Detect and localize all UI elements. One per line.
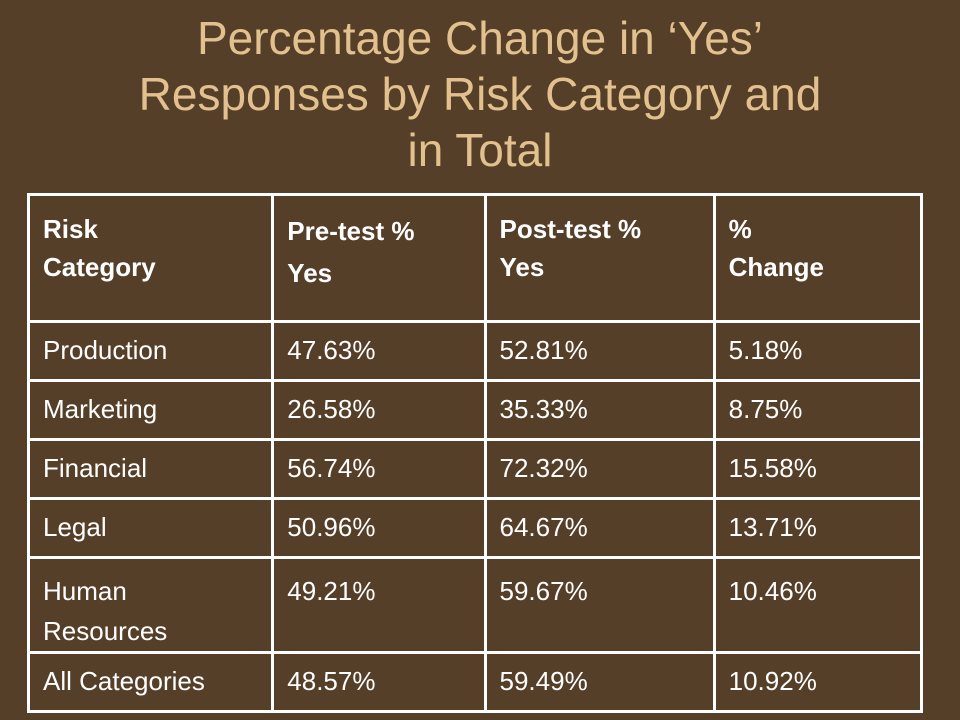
category-text-line: All Categories	[43, 666, 205, 696]
header-post-test: Post-test % Yes	[483, 193, 716, 323]
cell-pre-test: 50.96%	[271, 497, 487, 559]
cell-post-test: 59.49%	[483, 651, 716, 713]
table-row: Human Resources 49.21% 59.67% 10.46%	[26, 556, 924, 654]
header-text-line: Post-test %	[499, 214, 642, 244]
header-text-line: Change	[728, 252, 824, 282]
cell-risk-category: Marketing	[26, 379, 275, 441]
category-text-line: Marketing	[43, 394, 158, 424]
cell-change: 15.58%	[712, 438, 924, 500]
cell-change: 10.92%	[712, 651, 924, 713]
cell-change: 5.18%	[712, 320, 924, 382]
cell-change: 13.71%	[712, 497, 924, 559]
cell-risk-category: Production	[26, 320, 275, 382]
header-pre-test: Pre-test % Yes	[271, 193, 487, 323]
category-text-line: Legal	[43, 512, 107, 542]
table-header-row: Risk Category Pre-test % Yes Post-test %…	[26, 193, 924, 323]
category-text-line: Production	[43, 335, 168, 365]
table-row: Financial 56.74% 72.32% 15.58%	[26, 438, 924, 500]
header-change: % Change	[712, 193, 924, 323]
cell-pre-test: 47.63%	[271, 320, 487, 382]
cell-risk-category: Financial	[26, 438, 275, 500]
title-line-2: Responses by Risk Category and	[138, 68, 822, 120]
title-line-1: Percentage Change in ‘Yes’	[196, 12, 764, 64]
category-text-line: Human	[43, 576, 127, 606]
table-body: Production 47.63% 52.81% 5.18% Marketing 26.5…	[26, 320, 924, 713]
header-text-line: Category	[43, 252, 156, 282]
header-text-line: %	[728, 214, 752, 244]
header-text-line: Yes	[287, 258, 333, 288]
cell-change: 10.46%	[712, 556, 924, 654]
cell-post-test: 59.67%	[483, 556, 716, 654]
risk-category-table: Risk Category Pre-test % Yes Post-test %…	[26, 193, 924, 713]
table-row: Marketing 26.58% 35.33% 8.75%	[26, 379, 924, 441]
cell-pre-test: 49.21%	[271, 556, 487, 654]
title-line-3: in Total	[407, 124, 553, 176]
category-text-line: Financial	[43, 453, 148, 483]
cell-post-test: 52.81%	[483, 320, 716, 382]
cell-pre-test: 26.58%	[271, 379, 487, 441]
cell-risk-category: Human Resources	[26, 556, 275, 654]
header-text-line: Pre-test %	[287, 216, 415, 246]
header-text-line: Risk	[43, 214, 98, 244]
cell-pre-test: 56.74%	[271, 438, 487, 500]
table-row: Production 47.63% 52.81% 5.18%	[26, 320, 924, 382]
cell-post-test: 35.33%	[483, 379, 716, 441]
cell-risk-category: All Categories	[26, 651, 275, 713]
table-row: Legal 50.96% 64.67% 13.71%	[26, 497, 924, 559]
header-risk-category: Risk Category	[26, 193, 275, 323]
table-row: All Categories 48.57% 59.49% 10.92%	[26, 651, 924, 713]
cell-pre-test: 48.57%	[271, 651, 487, 713]
cell-post-test: 64.67%	[483, 497, 716, 559]
header-text-line: Yes	[499, 252, 545, 282]
slide-title: Percentage Change in ‘Yes’ Responses by …	[40, 10, 920, 178]
cell-risk-category: Legal	[26, 497, 275, 559]
cell-post-test: 72.32%	[483, 438, 716, 500]
cell-change: 8.75%	[712, 379, 924, 441]
category-text-line: Resources	[43, 616, 168, 646]
